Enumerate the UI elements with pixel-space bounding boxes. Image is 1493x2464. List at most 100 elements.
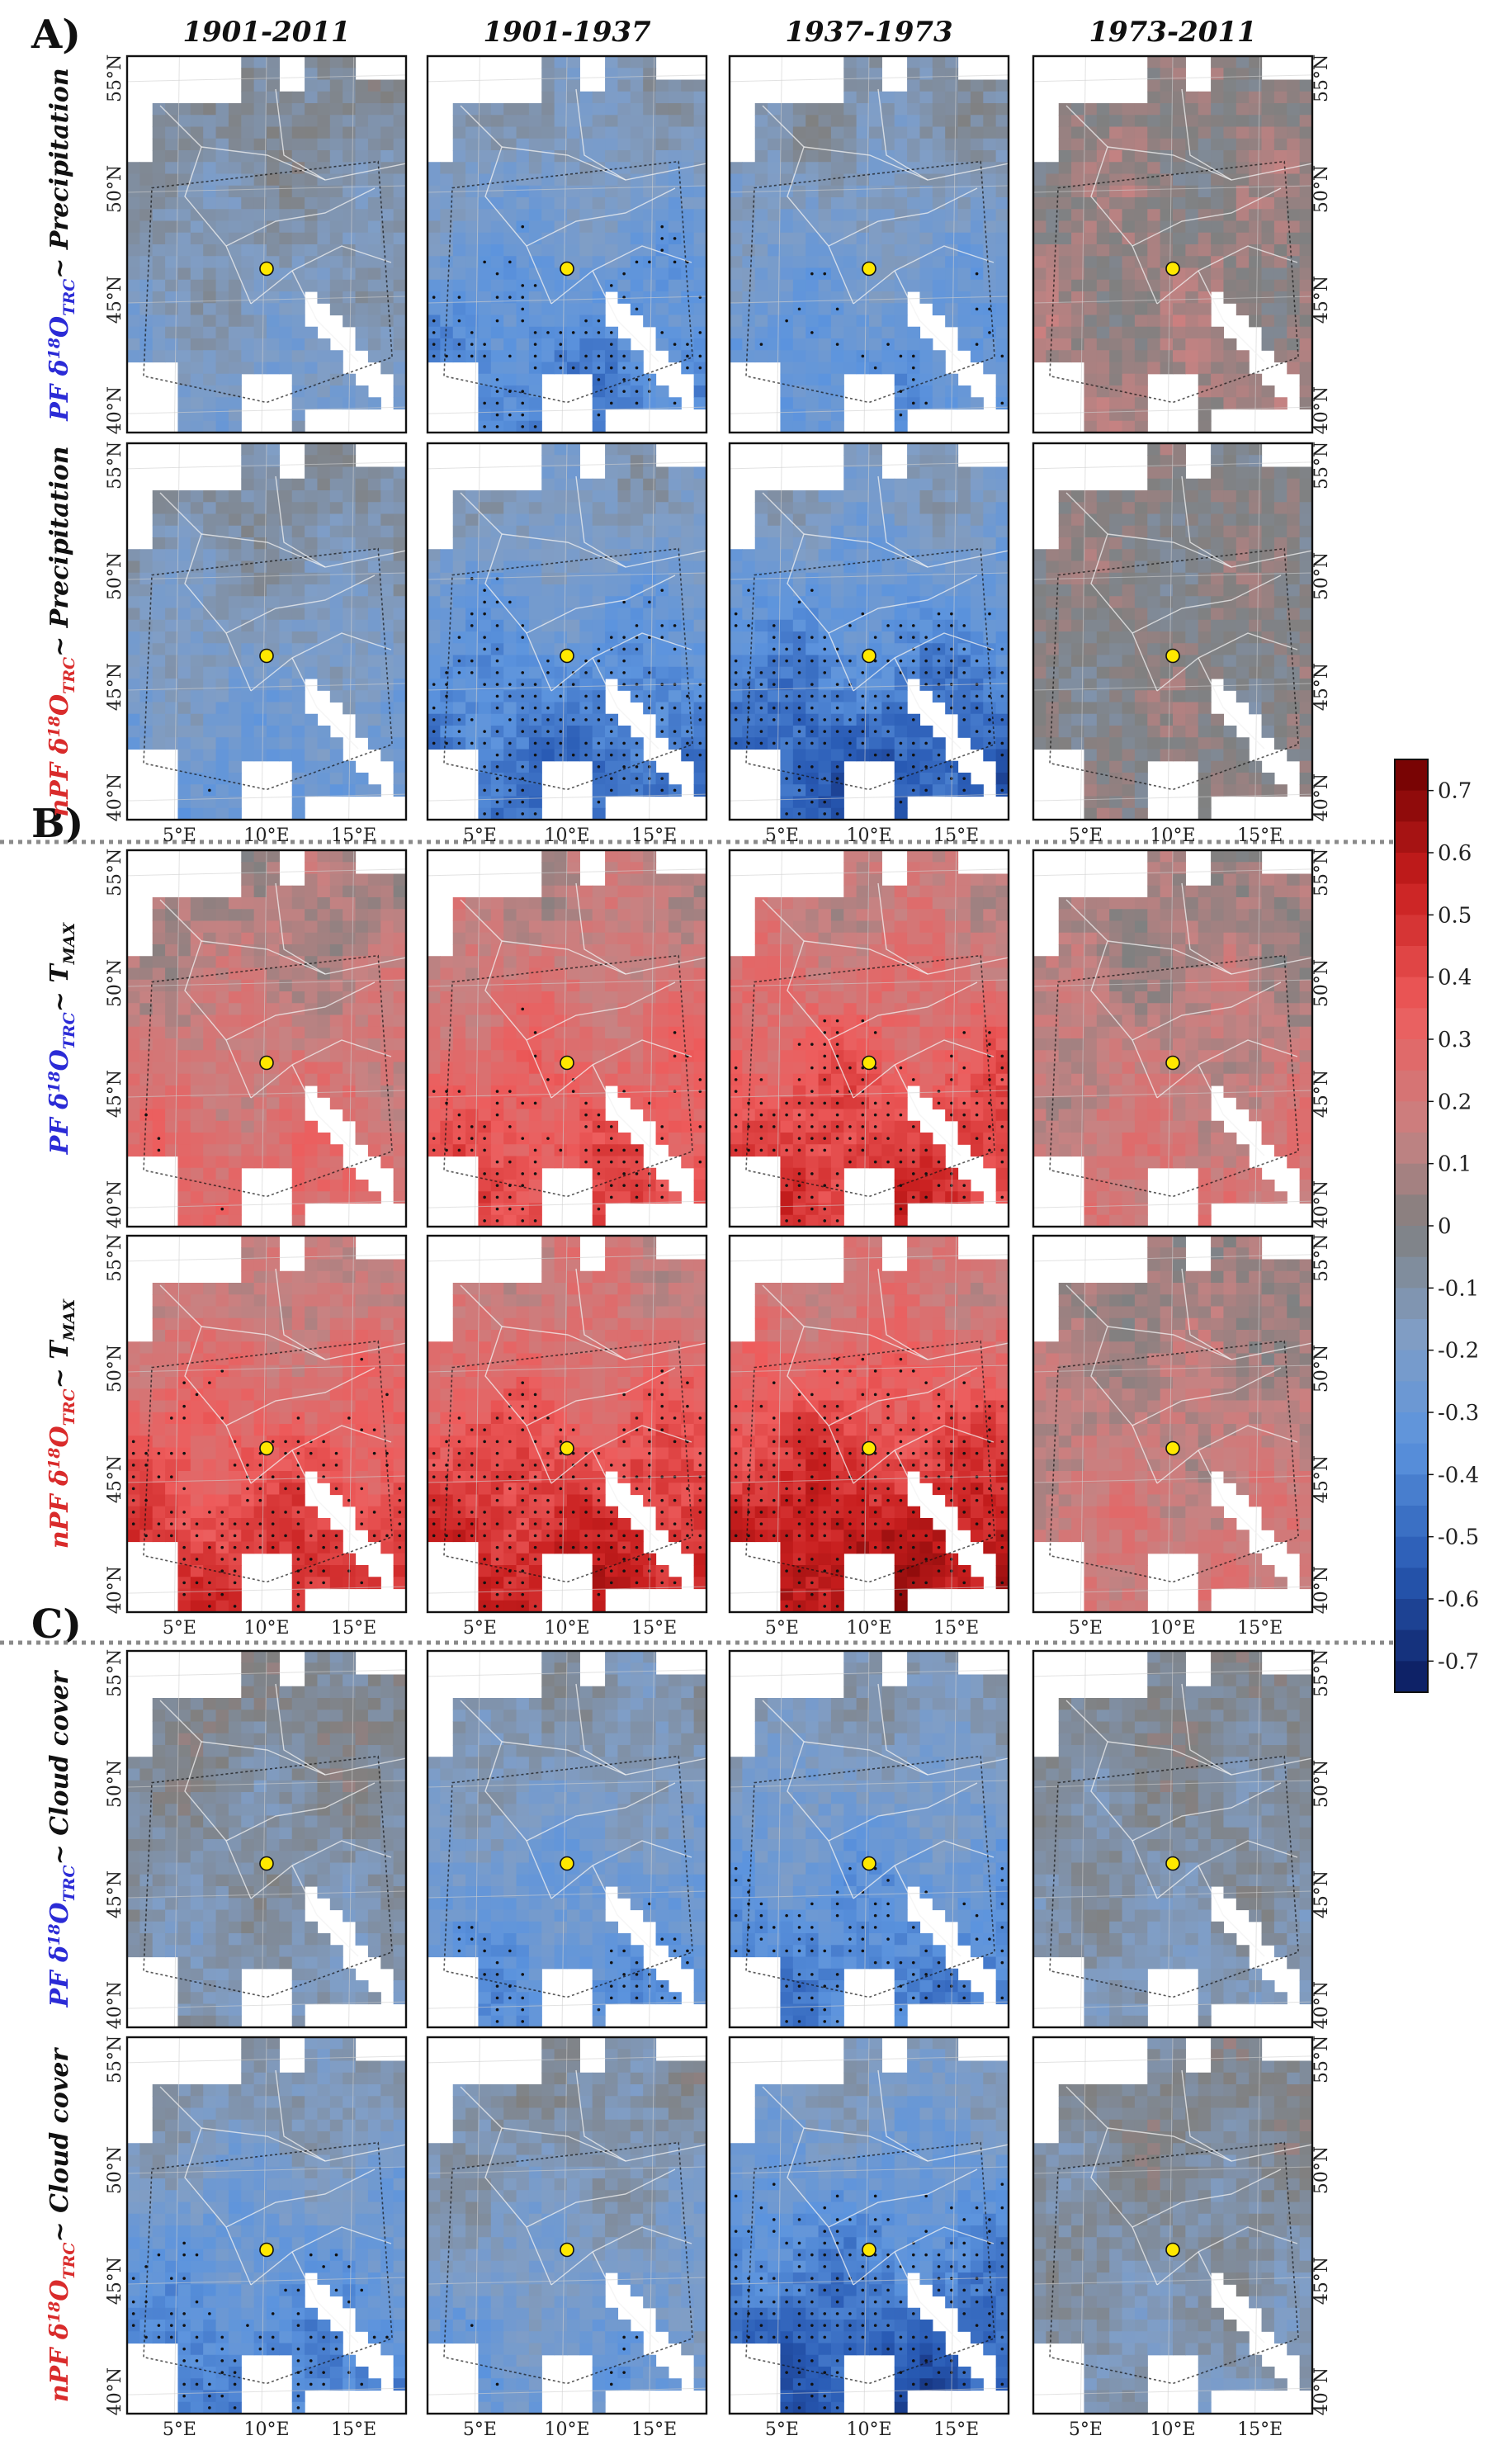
lat-tick-label: 55°N [1311,1234,1332,1282]
colorbar-step [1395,1629,1428,1662]
map-panel-r5-c2: 5°E 10°E 15°E [728,2036,1010,2440]
lat-tick-label: 40°N [105,1180,125,1228]
lat-tick-label: 45°N [1311,2257,1332,2305]
lon-tick-label: 15°E [933,1618,979,1639]
lon-tick-label: 15°E [331,825,376,846]
lat-tick-label: 45°N [105,276,125,324]
section-label-1: B) [31,801,83,847]
colorbar-step [1395,1536,1428,1568]
lon-tick-label: 15°E [631,1618,677,1639]
map-panel-r0-c1 [426,54,708,434]
map-panel-r0-c0: 40°N 45°N 50°N 55°N [105,54,408,434]
colorbar-tick-label: -0.5 [1438,1525,1479,1550]
colorbar-tick-label: 0.1 [1438,1152,1472,1177]
colorbar-tick-label: 0.3 [1438,1028,1472,1052]
site-marker-r2-c2 [862,1055,876,1071]
lat-tick-label: 45°N [105,2257,125,2305]
site-marker-r1-c1 [560,648,574,664]
colorbar-step [1395,1506,1428,1538]
lon-tick-label: 10°E [1150,2419,1195,2440]
site-marker-r2-c1 [560,1055,574,1071]
colorbar-step [1395,1133,1428,1165]
lon-tick-label: 10°E [544,825,589,846]
colorbar-tick-label: 0.5 [1438,903,1472,928]
map-panel-r0-c3: 40°N 45°N 50°N 55°N [1032,54,1332,434]
colorbar-step [1395,1568,1428,1600]
colorbar-tick-label: 0.2 [1438,1090,1472,1114]
map-panel-r4-c2 [728,1649,1010,2029]
lat-tick-label: 40°N [1311,773,1332,821]
lon-tick-label: 15°E [933,2419,979,2440]
row-label-2: PF δ18OTRC~ TMAX [45,922,78,1156]
colorbar-step [1395,1101,1428,1133]
lat-tick-label: 40°N [1311,1180,1332,1228]
colorbar-step [1395,946,1428,978]
lon-tick-label: 5°E [463,2419,497,2440]
colorbar-step [1395,790,1428,822]
colorbar-tick-label: -0.7 [1438,1649,1479,1674]
section-label-0: A) [31,12,81,58]
lat-tick-label: 55°N [1311,849,1332,896]
site-marker-r1-c0 [259,648,274,664]
site-marker-r5-c3 [1165,2242,1180,2258]
row-label-4: PF δ18OTRC~ Cloud cover [45,1669,78,2008]
row-label-1: nPF δ18OTRC~ Precipitation [45,446,78,816]
map-panel-r5-c1: 5°E 10°E 15°E [426,2036,708,2440]
section-label-2: C) [31,1601,82,1648]
colorbar-tick-label: -0.6 [1438,1587,1479,1612]
colorbar-step [1395,1256,1428,1289]
lat-tick-label: 45°N [1311,276,1332,324]
lat-tick-label: 50°N [105,1760,125,1808]
map-panel-r2-c0: 40°N 45°N 50°N 55°N [105,849,408,1228]
colorbar-step [1395,821,1428,854]
colorbar-tick-label: 0 [1438,1214,1452,1239]
site-marker-r2-c3 [1165,1055,1180,1071]
site-marker-r2-c0 [259,1055,274,1071]
site-marker-r1-c3 [1165,648,1180,664]
colorbar-step [1395,1599,1428,1631]
map-panel-r4-c3: 40°N 45°N 50°N 55°N [1032,1649,1332,2029]
site-marker-r3-c0 [259,1440,274,1456]
colorbar-step [1395,1661,1428,1693]
lat-tick-label: 40°N [105,1981,125,2029]
lat-tick-label: 50°N [105,959,125,1007]
colorbar-step [1395,1319,1428,1351]
colorbar-tick-label: 0.6 [1438,841,1472,866]
colorbar-step [1395,1163,1428,1195]
map-panel-r1-c0: 40°N 45°N 50°N 55°N 5°E 10°E 15°E [105,442,408,846]
colorbar-step [1395,1008,1428,1040]
site-marker-r3-c2 [862,1440,876,1456]
site-marker-r1-c2 [862,648,876,664]
lat-tick-label: 45°N [105,1070,125,1118]
lon-tick-label: 10°E [846,2419,891,2440]
colorbar: 0.7 0.6 0.5 0.4 0.3 0.2 0.1 0 -0.1 -0.2 -0.3 -0.4 -0… [1394,759,1479,1693]
colorbar-step [1395,1194,1428,1227]
period-titles: 1901-2011 1901-1937 1937-1973 1973-2011 [182,16,1256,49]
map-panel-r3-c2: 5°E 10°E 15°E [728,1234,1010,1639]
map-panel-r3-c1: 5°E 10°E 15°E [426,1234,708,1639]
colorbar-step [1395,853,1428,885]
lon-tick-label: 5°E [463,1618,497,1639]
site-marker-r3-c1 [560,1440,574,1456]
lat-tick-label: 45°N [1311,663,1332,711]
lat-tick-label: 40°N [1311,1981,1332,2029]
lat-tick-label: 55°N [105,54,125,102]
site-marker-r0-c0 [259,261,274,277]
lon-tick-label: 15°E [1237,825,1283,846]
lat-tick-label: 50°N [1311,2146,1332,2194]
lat-tick-label: 55°N [105,2036,125,2083]
lon-tick-label: 15°E [631,2419,677,2440]
site-marker-r4-c1 [560,1856,574,1871]
lat-tick-label: 45°N [1311,1070,1332,1118]
colorbar-step [1395,1350,1428,1382]
site-marker-r5-c0 [259,2242,274,2258]
lat-tick-label: 40°N [105,773,125,821]
colorbar-step [1395,1381,1428,1413]
colorbar-step [1395,1070,1428,1102]
site-marker-r5-c1 [560,2242,574,2258]
lon-tick-label: 5°E [1069,825,1103,846]
map-panel-r2-c3: 40°N 45°N 50°N 55°N [1032,849,1332,1228]
lon-tick-label: 15°E [1237,1618,1283,1639]
colorbar-step [1395,1039,1428,1071]
